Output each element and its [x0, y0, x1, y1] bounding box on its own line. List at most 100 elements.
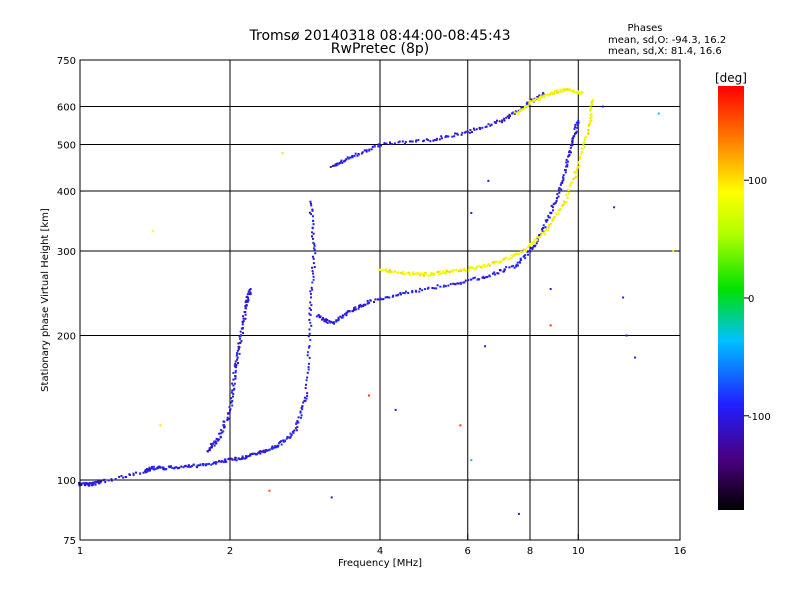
echo-point — [149, 468, 151, 470]
echo-point — [423, 274, 425, 276]
echo-point — [481, 127, 483, 129]
echo-point — [440, 273, 442, 275]
echo-point — [354, 155, 356, 157]
echo-point — [357, 308, 359, 310]
echo-point — [399, 141, 401, 143]
echo-point — [115, 478, 117, 480]
echo-point — [568, 155, 570, 157]
phase-box-header: Phases — [627, 23, 662, 34]
echo-point — [501, 121, 503, 123]
echo-point — [437, 284, 439, 286]
echo-point — [165, 468, 167, 470]
echo-point — [381, 298, 383, 300]
echo-point — [311, 209, 313, 211]
echo-point — [231, 400, 233, 402]
echo-point — [97, 481, 99, 483]
echo-point — [236, 352, 238, 354]
echo-point — [326, 319, 328, 321]
echo-point — [220, 429, 222, 431]
echo-point — [312, 273, 314, 275]
echo-point — [543, 224, 545, 226]
echo-point — [452, 271, 454, 273]
scattered-echo-point — [368, 395, 370, 397]
echo-point — [220, 436, 222, 438]
echo-point — [404, 143, 406, 145]
colorbar-unit: [deg] — [715, 71, 747, 85]
echo-point — [460, 270, 462, 272]
echo-point — [311, 281, 313, 283]
phase-box-x-stats: mean, sd,X: 81.4, 16.6 — [608, 46, 722, 57]
echo-point — [578, 122, 580, 124]
echo-point — [565, 194, 567, 196]
scattered-echo-point — [470, 212, 472, 214]
echo-point — [383, 269, 385, 271]
echo-point — [493, 271, 495, 273]
echo-point — [242, 315, 244, 317]
echo-point — [287, 437, 289, 439]
echo-point — [562, 176, 564, 178]
echo-point — [476, 128, 478, 130]
echo-point — [305, 387, 307, 389]
x-tick-label: 10 — [572, 546, 585, 557]
scattered-echo-point — [487, 180, 489, 182]
echo-point — [445, 285, 447, 287]
echo-point — [133, 473, 135, 475]
echo-point — [355, 153, 357, 155]
echo-point — [524, 254, 526, 256]
echo-point — [577, 90, 579, 92]
echo-point — [473, 128, 475, 130]
echo-point — [572, 178, 574, 180]
echo-point — [551, 205, 553, 207]
echo-point — [438, 273, 440, 275]
echo-point — [519, 109, 521, 111]
echo-point — [590, 119, 592, 121]
echo-point — [81, 483, 83, 485]
echo-point — [445, 272, 447, 274]
echo-point — [386, 271, 388, 273]
echo-point — [439, 286, 441, 288]
echo-point — [581, 148, 583, 150]
echo-point — [573, 128, 575, 130]
scattered-echo-point — [602, 106, 604, 108]
echo-point — [470, 279, 472, 281]
echo-point — [218, 460, 220, 462]
echo-point — [534, 239, 536, 241]
echo-point — [292, 432, 294, 434]
echo-point — [310, 203, 312, 205]
echo-point — [243, 320, 245, 322]
echo-point — [281, 444, 283, 446]
echo-point — [232, 396, 234, 398]
echo-point — [312, 238, 314, 240]
echo-point — [449, 271, 451, 273]
echo-point — [308, 368, 310, 370]
echo-point — [554, 216, 556, 218]
echo-point — [514, 111, 516, 113]
echo-point — [306, 395, 308, 397]
echo-point — [584, 146, 586, 148]
echo-point — [542, 92, 544, 94]
echo-point — [565, 165, 567, 167]
echo-point — [391, 143, 393, 145]
echo-point — [214, 445, 216, 447]
echo-point — [548, 226, 550, 228]
echo-point — [520, 259, 522, 261]
echo-point — [306, 379, 308, 381]
echo-point — [296, 422, 298, 424]
echo-point — [564, 169, 566, 171]
echo-point — [232, 459, 234, 461]
echo-point — [368, 302, 370, 304]
echo-point — [236, 359, 238, 361]
echo-point — [349, 310, 351, 312]
echo-point — [312, 242, 314, 244]
echo-point — [499, 120, 501, 122]
echo-point — [247, 299, 249, 301]
echo-point — [366, 149, 368, 151]
echo-point — [247, 297, 249, 299]
echo-point — [118, 476, 120, 478]
echo-point — [558, 192, 560, 194]
echo-point — [576, 127, 578, 129]
echo-point — [589, 122, 591, 124]
echo-point — [568, 192, 570, 194]
echo-point — [582, 144, 584, 146]
